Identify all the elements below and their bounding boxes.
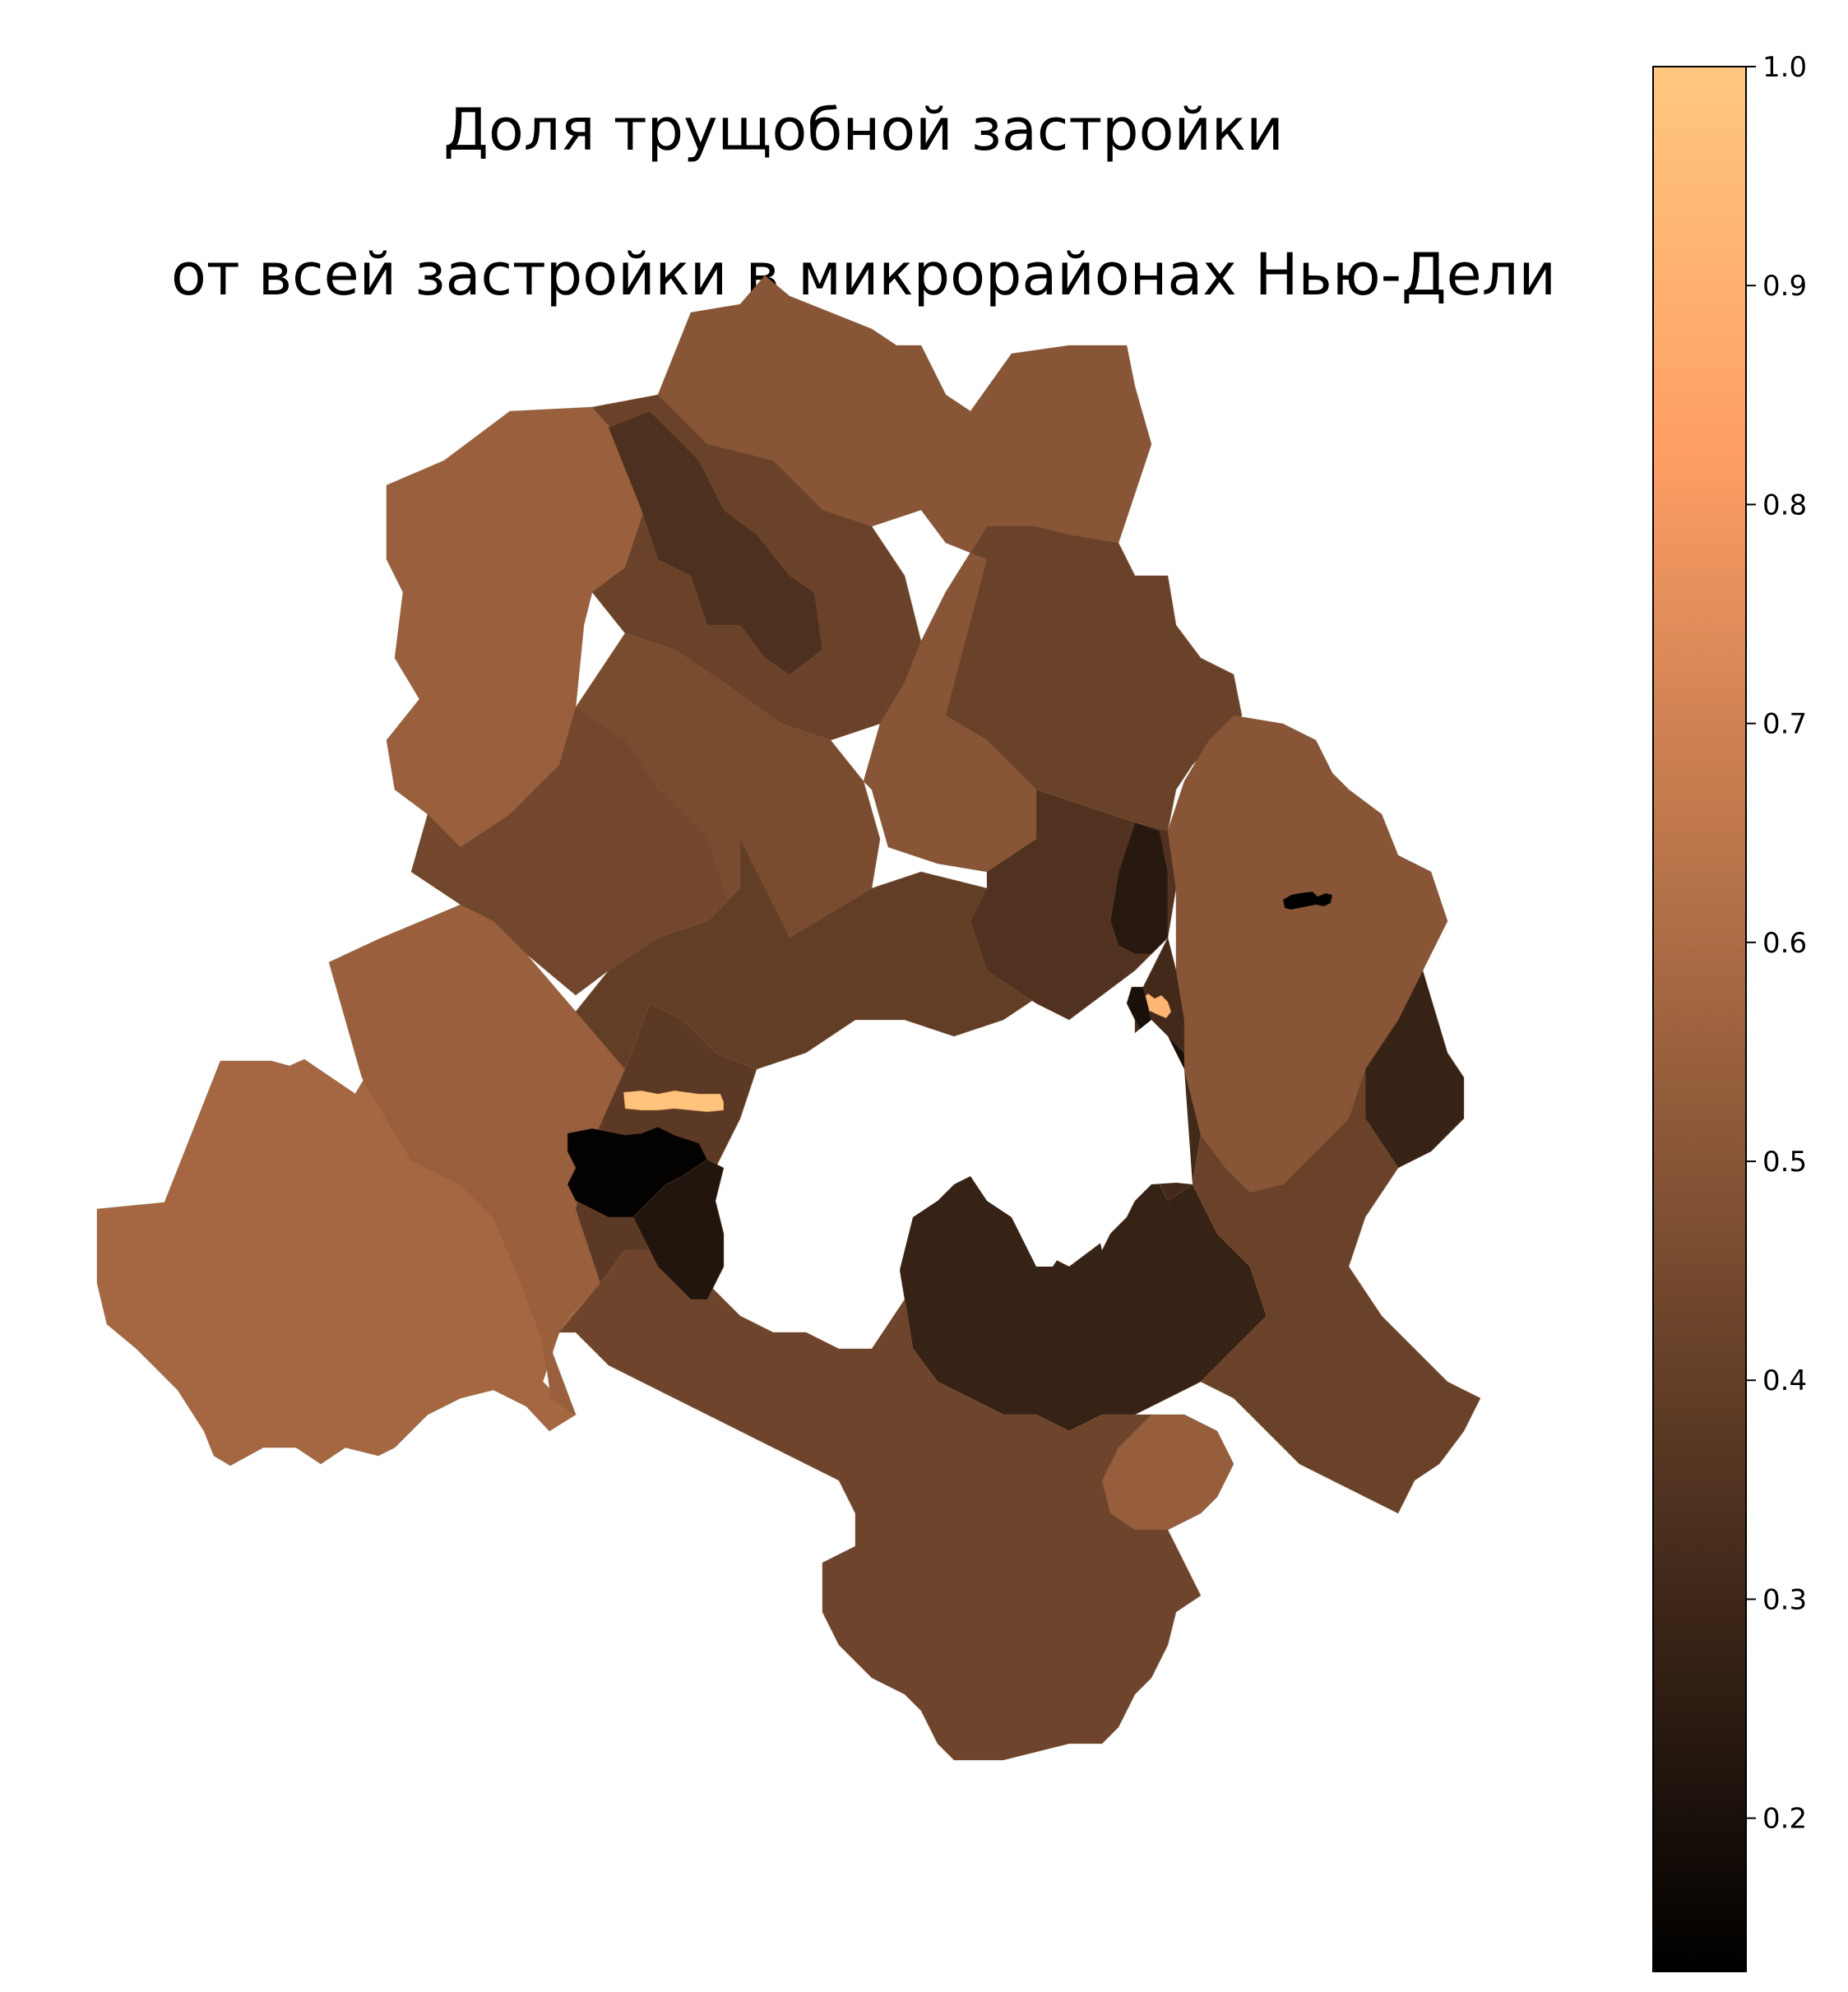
region-far-east-dark (1364, 969, 1465, 1169)
colorbar-tick-label: 0.8 (1762, 489, 1807, 521)
colorbar-tick-label: 0.4 (1762, 1364, 1807, 1397)
region-north-dark-strip (608, 410, 823, 675)
regions-layer (96, 275, 1481, 1761)
region-central (575, 838, 1070, 1070)
colorbar-tick-label: 0.2 (1762, 1803, 1807, 1836)
colorbar-tick-label: 0.3 (1762, 1583, 1807, 1616)
colorbar-ticks: 0.2 0.3 0.4 0.5 0.6 0.7 0.8 0.9 1.0 (1746, 51, 1807, 1836)
colorbar-tick-label: 0.9 (1762, 270, 1807, 303)
colorbar-tick-label: 1.0 (1762, 51, 1807, 84)
colorbar-gradient (1652, 66, 1747, 1972)
colorbar-tick-label: 0.5 (1762, 1146, 1807, 1179)
region-far-south (558, 1233, 1202, 1761)
map-title: Доля трущобной застройки от всей застрой… (0, 21, 1727, 383)
colorbar-tick-label: 0.6 (1762, 927, 1807, 960)
region-central-north (863, 525, 1037, 873)
region-central-east (970, 789, 1177, 1021)
region-black-east (1282, 891, 1333, 910)
map-title-line1: Доля трущобной застройки (443, 96, 1284, 164)
colorbar-tick-label: 0.7 (1762, 708, 1807, 741)
region-slum-strip-west (623, 1090, 725, 1113)
region-south-east (1192, 1068, 1481, 1514)
region-slum-east (1139, 993, 1172, 1019)
region-sw-dark-block-2 (632, 1159, 725, 1300)
map-hole (745, 1003, 1193, 1324)
region-central-dark-strip (1109, 822, 1169, 955)
region-south-east-light (1101, 1414, 1234, 1531)
map-title-line2: от всей застройки в микрорайонах Нью-Дел… (171, 241, 1556, 308)
